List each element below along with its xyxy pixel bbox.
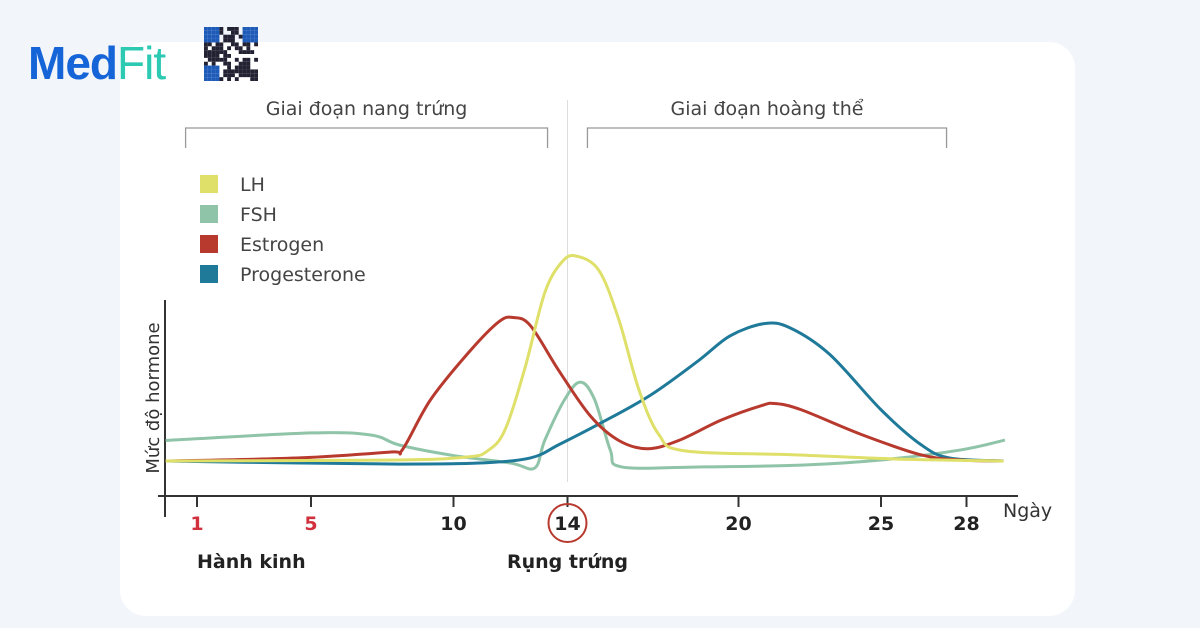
x-tick-label: 1 <box>190 513 203 535</box>
legend-swatch-lh <box>200 175 218 193</box>
legend-label-progesterone: Progesterone <box>240 264 366 286</box>
legend-swatch-estrogen <box>200 235 218 253</box>
series-line-progesterone <box>165 321 1004 466</box>
legend-swatch-fsh <box>200 205 218 223</box>
phase-bracket <box>586 127 948 148</box>
qr-code-icon <box>204 27 258 81</box>
legend-label-fsh: FSH <box>240 204 277 226</box>
series-line-fsh <box>165 380 1006 471</box>
logo-fit: Fit <box>117 37 166 89</box>
ovulation-day-circle <box>547 503 588 543</box>
phase-label: Giai đoạn hoàng thể <box>670 98 863 120</box>
x-tick-label: 28 <box>953 513 979 535</box>
series-line-lh <box>165 254 1004 463</box>
x-tick-label: 25 <box>868 513 894 535</box>
x-tick-label: 14 <box>554 513 580 535</box>
x-tick-label: 10 <box>440 513 466 535</box>
phase-bracket <box>184 127 549 148</box>
axis-annotation: Hành kinh <box>197 551 306 573</box>
axis-annotation: Rụng trứng <box>507 551 628 573</box>
x-tick-label: 20 <box>725 513 751 535</box>
legend-label-lh: LH <box>240 174 265 196</box>
phase-label: Giai đoạn nang trứng <box>266 98 468 120</box>
legend-label-estrogen: Estrogen <box>240 234 324 256</box>
series-line-estrogen <box>165 315 1004 463</box>
legend-swatch-progesterone <box>200 265 218 283</box>
y-axis-label: Mức độ hormone <box>143 322 164 473</box>
x-axis-label: Ngày <box>1003 500 1052 522</box>
chart-card <box>120 42 1075 616</box>
medfit-logo: MedFit <box>28 37 166 89</box>
x-tick-label: 5 <box>304 513 317 535</box>
logo-med: Med <box>28 37 118 89</box>
